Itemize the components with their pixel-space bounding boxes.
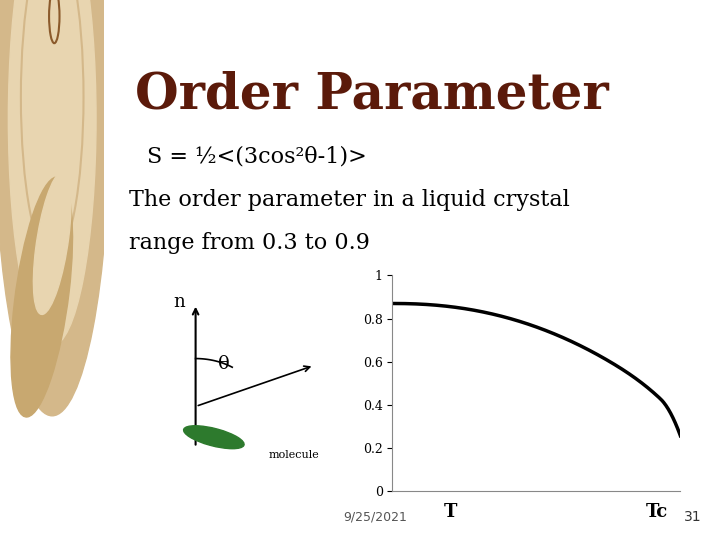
Ellipse shape [11,177,73,417]
Text: Tc: Tc [646,503,668,521]
Text: n: n [173,293,184,311]
Ellipse shape [33,172,71,314]
Text: molecule: molecule [269,450,319,460]
Text: range from 0.3 to 0.9: range from 0.3 to 0.9 [129,232,370,254]
Circle shape [0,0,109,416]
Text: θ: θ [218,355,230,373]
Text: 9/25/2021: 9/25/2021 [343,511,408,524]
Circle shape [9,0,96,346]
Text: The order parameter in a liquid crystal: The order parameter in a liquid crystal [129,189,570,211]
Text: 31: 31 [684,510,701,524]
Text: Order Parameter: Order Parameter [135,70,609,119]
Text: S = ½<(3cos²θ-1)>: S = ½<(3cos²θ-1)> [148,146,367,168]
Ellipse shape [184,426,244,449]
Text: T: T [444,503,458,521]
